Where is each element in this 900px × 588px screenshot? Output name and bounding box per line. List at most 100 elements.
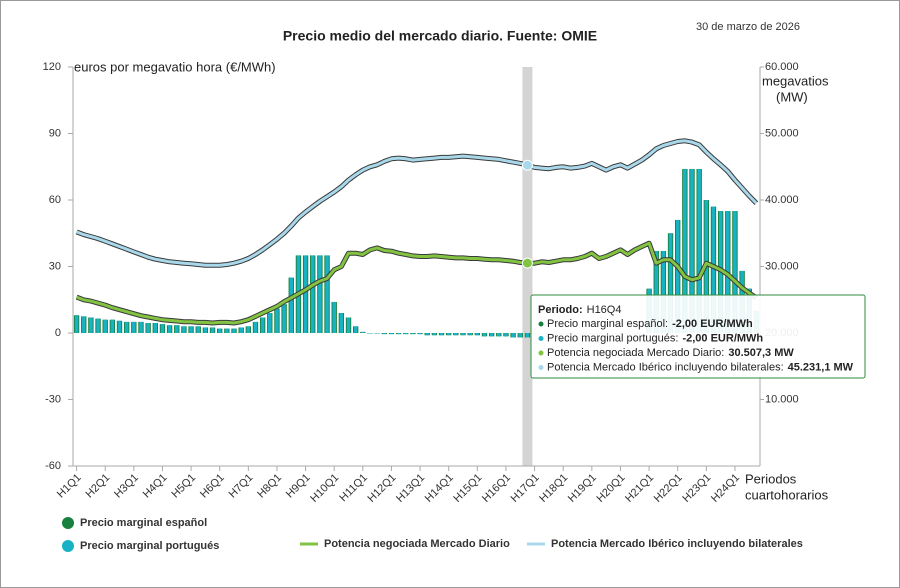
legend-label: Potencia negociada Mercado Diario: [324, 538, 510, 550]
y-tick-label: 60: [49, 194, 61, 206]
bar: [518, 333, 523, 338]
tooltip-value: -2,00 EUR/MWh: [682, 332, 763, 344]
y2-tick-label: 50.000: [765, 127, 799, 139]
legend-marker: [62, 540, 74, 552]
bar: [217, 328, 222, 333]
bar: [103, 319, 107, 333]
highlight-marker: [521, 257, 533, 269]
tooltip-label: Precio marginal español:: [547, 318, 668, 330]
x-axis-label: Periodos: [745, 471, 797, 486]
bar: [325, 255, 329, 333]
bar: [461, 333, 465, 336]
bar: [497, 333, 501, 337]
bar: [225, 328, 229, 333]
bar: [396, 333, 401, 335]
tooltip-bullet: [538, 336, 544, 341]
bar: [182, 326, 186, 333]
bar: [189, 326, 193, 333]
legend-label: Potencia Mercado Ibérico incluyendo bila…: [551, 538, 803, 550]
bar: [246, 326, 251, 333]
bar: [310, 255, 315, 333]
line: [76, 241, 758, 325]
bar: [89, 317, 93, 333]
bar: [482, 333, 487, 337]
bar: [74, 315, 79, 333]
bar: [697, 168, 701, 333]
bar: [196, 326, 201, 333]
bar: [454, 333, 458, 336]
bar: [253, 321, 258, 333]
bar: [289, 277, 294, 333]
bar: [346, 317, 351, 333]
bar: [203, 327, 208, 333]
bar: [382, 333, 387, 335]
tooltip-label: Potencia negociada Mercado Diario:: [547, 347, 724, 359]
y2-tick-label: 10.000: [765, 393, 799, 405]
bar: [446, 333, 451, 336]
bar: [368, 333, 372, 334]
bar: [160, 324, 165, 333]
tooltip-title: Periodo: H16Q4: [538, 304, 621, 316]
bar: [110, 319, 115, 333]
bar: [275, 308, 279, 333]
bar: [117, 320, 122, 333]
y2-tick-label: 30.000: [765, 260, 799, 272]
tooltip-row: Potencia negociada Mercado Diario: 30.507…: [547, 347, 794, 359]
bar: [96, 318, 100, 333]
bar: [81, 316, 86, 333]
bar: [239, 327, 243, 333]
bar: [124, 321, 129, 333]
bar: [389, 333, 394, 335]
tooltip-period: H16Q4: [587, 304, 622, 316]
bar: [489, 333, 494, 337]
bar: [210, 327, 215, 333]
date: 30 de marzo de 2026: [696, 21, 800, 33]
bar: [361, 331, 365, 333]
bar: [733, 211, 737, 333]
y-axis-label: euros por megavatio hora (€/MWh): [74, 59, 276, 74]
bar: [654, 250, 659, 333]
bar: [139, 321, 143, 333]
bar: [268, 313, 272, 333]
y-tick-label: 120: [43, 61, 61, 73]
bar: [475, 333, 480, 336]
bar: [375, 333, 379, 334]
bar: [260, 317, 265, 333]
y-tick-label: -30: [45, 393, 61, 405]
bar: [418, 333, 422, 335]
bar: [661, 250, 666, 333]
bar: [146, 323, 150, 333]
x-axis-label: cuartohorarios: [745, 487, 829, 502]
bar: [332, 301, 336, 333]
y-tick-label: 90: [49, 127, 61, 139]
bar: [174, 325, 179, 333]
y-tick-label: -60: [45, 460, 61, 472]
bar: [432, 333, 437, 336]
highlight-marker: [521, 159, 533, 171]
bar: [403, 333, 408, 335]
tooltip-title-label: Periodo:: [538, 304, 583, 316]
tooltip-value: -2,00 EUR/MWh: [672, 318, 753, 330]
y2-axis-label: (MW): [776, 89, 808, 104]
bar: [511, 333, 515, 338]
bar: [353, 326, 358, 333]
line: [76, 139, 758, 267]
tooltip-row: Precio marginal portugués: -2,00 EUR/MWh: [547, 332, 763, 344]
tooltip-label: Precio marginal portugués:: [547, 332, 678, 344]
y2-axis-label: megavatios: [762, 73, 829, 88]
bar: [425, 333, 430, 336]
tooltip-bullet: [538, 350, 544, 356]
tooltip-bullet: [538, 365, 544, 370]
bar: [411, 333, 415, 335]
tooltip-row: Potencia Mercado Ibérico incluyendo bila…: [547, 361, 854, 373]
bar: [668, 233, 673, 333]
bar: [504, 333, 508, 337]
bar: [711, 206, 716, 333]
y-tick-label: 30: [49, 260, 61, 272]
tooltip-value: 45.231,1 MW: [788, 361, 854, 373]
bar: [153, 323, 158, 333]
bar: [167, 325, 172, 333]
legend-label: Precio marginal español: [80, 517, 207, 529]
bar: [683, 168, 687, 333]
